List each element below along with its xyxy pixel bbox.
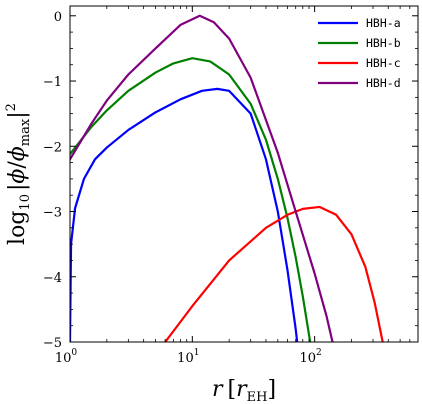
- y-tick-label: −1: [43, 75, 62, 90]
- x-tick-label: 101: [177, 348, 199, 366]
- series-line-hbh-a: [70, 87, 299, 342]
- plot-frame: [69, 5, 419, 343]
- legend-label-hbh-b: HBH-b: [366, 36, 401, 50]
- legend-label-hbh-a: HBH-a: [366, 16, 401, 30]
- series-line-hbh-c: [164, 205, 384, 342]
- series-layer: [70, 14, 384, 342]
- y-axis-label: log10|ϕ/ϕmax|2: [4, 103, 33, 245]
- series-line-hbh-d: [70, 14, 334, 342]
- y-tick-label: 0: [54, 10, 62, 25]
- y-tick-label: −5: [43, 336, 62, 351]
- legend-label-hbh-d: HBH-d: [366, 76, 401, 90]
- x-tick-label: 102: [299, 348, 321, 366]
- y-tick-label: −4: [43, 271, 62, 286]
- x-axis-label: r [rEH]: [212, 377, 276, 404]
- x-tick-label: 100: [55, 348, 78, 366]
- y-tick-label: −2: [43, 140, 62, 155]
- legend: HBH-a HBH-b HBH-c HBH-d: [318, 16, 401, 90]
- y-tick-label: −3: [43, 206, 62, 221]
- legend-label-hbh-c: HBH-c: [366, 56, 401, 70]
- ticks-layer: 100 101 102 0 −1 −2 −3 −4 −5: [43, 6, 419, 366]
- series-line-hbh-b: [70, 57, 312, 342]
